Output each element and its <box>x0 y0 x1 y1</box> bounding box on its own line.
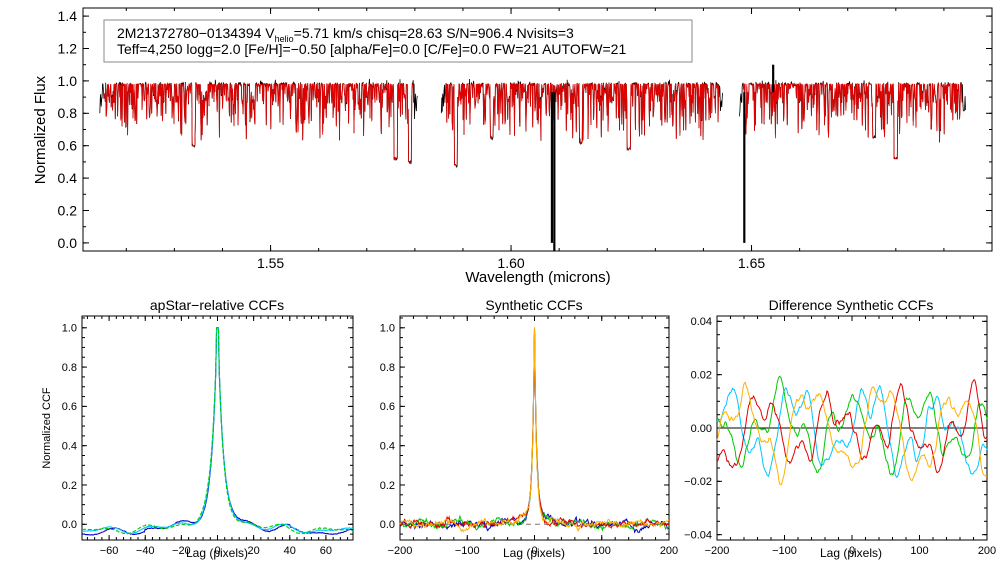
x-tick-label: 1.60 <box>497 255 524 271</box>
diff-ccf-title: Difference Synthetic CCFs <box>769 297 934 313</box>
apstar-ccf-lines <box>81 327 354 536</box>
x-tick-label: 40 <box>284 545 296 557</box>
synthetic-ccf-ticks: −200 −100 0 100 200 0.0 0.2 0.4 0.6 0.8 1.0 <box>380 316 678 557</box>
spectrum-ticks: 1.55 1.60 1.65 0.0 0.2 0.4 0.6 0.8 1.0 1.2 1.4 <box>58 8 992 271</box>
synthetic-ccf-lines <box>399 327 670 534</box>
synthetic-ccf-panel: −200 −100 0 100 200 0.0 0.2 0.4 0.6 0.8 1.0 Synthe… <box>380 297 678 560</box>
y-tick-label: 1.4 <box>58 8 78 24</box>
y-tick-label: 1.2 <box>58 40 78 56</box>
model-spectrum <box>103 82 963 166</box>
x-tick-label: 60 <box>320 545 332 557</box>
diff-ccf-line <box>716 381 988 486</box>
x-tick-label: 100 <box>910 545 928 557</box>
diff-ccf-panel: −200 −100 0 100 200 −0.04 −0.02 0.00 0.02 0.04 Di… <box>684 297 996 560</box>
x-tick-label: −60 <box>100 545 119 557</box>
y-tick-label: 0.8 <box>58 105 78 121</box>
x-tick-label: 0 <box>214 545 220 557</box>
y-tick-label: −0.02 <box>684 476 712 488</box>
x-tick-label: 20 <box>248 545 260 557</box>
annotation-line-2: Teff=4,250 logg=2.0 [Fe/H]=−0.50 [alpha/… <box>117 41 626 57</box>
x-tick-label: 100 <box>593 545 611 557</box>
x-tick-label: −100 <box>772 545 797 557</box>
y-tick-label: 0.4 <box>58 170 78 186</box>
synthetic-ccf-line <box>399 327 670 533</box>
apstar-ccf-panel: −60 −40 −20 0 20 40 60 0.0 0.2 0.4 0.6 0.8 1.0 apSta… <box>41 297 354 560</box>
x-tick-label: 1.65 <box>738 255 765 271</box>
apstar-ccf-ylabel: Normalized CCF <box>41 387 53 469</box>
y-tick-label: 0.2 <box>58 202 78 218</box>
model-chip <box>742 82 963 160</box>
annotation-box <box>103 19 693 63</box>
x-tick-label: −100 <box>455 545 480 557</box>
synthetic-ccf-title: Synthetic CCFs <box>485 297 582 313</box>
apstar-ccf-title: apStar−relative CCFs <box>150 297 284 313</box>
spectrum-xlabel: Wavelength (microns) <box>465 269 610 286</box>
diff-ccf-xlabel: Lag (pixels) <box>820 546 882 560</box>
y-tick-label: 0.8 <box>62 362 77 374</box>
y-tick-label: 1.0 <box>62 323 77 335</box>
y-tick-label: 1.0 <box>58 73 78 89</box>
y-tick-label: 0.6 <box>58 138 78 154</box>
apstar-ccf-line <box>81 327 354 535</box>
y-tick-label: 0.6 <box>380 401 395 413</box>
apstar-ccf-line <box>82 327 354 535</box>
apstar-ccf-frame <box>81 315 354 541</box>
y-tick-label: 0.2 <box>62 480 77 492</box>
apstar-ccf-xlabel: Lag (pixels) <box>186 546 248 560</box>
model-chip <box>103 82 414 163</box>
diff-ccf-line <box>716 384 988 478</box>
y-tick-label: 0.00 <box>691 423 712 435</box>
y-tick-label: 0.02 <box>691 370 712 382</box>
annotation-line-1: 2M21372780−0134394 Vhelio=5.71 km/s chis… <box>117 25 574 44</box>
x-tick-label: 0 <box>849 545 855 557</box>
x-tick-label: −20 <box>172 545 191 557</box>
spectrum-ylabel: Normalized Flux <box>32 75 49 184</box>
apstar-ccf-ticks: −60 −40 −20 0 20 40 60 0.0 0.2 0.4 0.6 0.8 1.0 <box>62 316 353 557</box>
y-tick-label: 0.2 <box>380 480 395 492</box>
apstar-ccf-line <box>81 327 354 536</box>
y-tick-label: 1.0 <box>380 323 395 335</box>
x-tick-label: 200 <box>660 545 678 557</box>
x-tick-label: 1.55 <box>257 255 284 271</box>
y-tick-label: 0.0 <box>62 519 77 531</box>
spectrum-spikes <box>550 64 775 251</box>
y-tick-label: 0.0 <box>58 235 78 251</box>
y-tick-label: 0.4 <box>380 441 395 453</box>
y-tick-label: 0.6 <box>62 401 77 413</box>
y-tick-label: −0.04 <box>684 530 712 542</box>
x-tick-label: −40 <box>136 545 155 557</box>
y-tick-label: 0.4 <box>62 441 77 453</box>
y-tick-label: 0.0 <box>380 519 395 531</box>
diff-ccf-lines <box>716 375 988 486</box>
x-tick-label: 200 <box>978 545 996 557</box>
y-tick-label: 0.04 <box>691 316 712 328</box>
x-tick-label: 0 <box>531 545 537 557</box>
x-tick-label: −200 <box>705 545 730 557</box>
diff-ccf-ticks: −200 −100 0 100 200 −0.04 −0.02 0.00 0.02 0.04 <box>684 316 996 557</box>
diff-ccf-line <box>716 375 988 476</box>
diff-ccf-line <box>716 378 988 474</box>
spectrum-panel: 1.55 1.60 1.65 0.0 0.2 0.4 0.6 0.8 1.0 1.2 1.4 2M2… <box>32 7 993 286</box>
x-tick-label: −200 <box>388 545 413 557</box>
synthetic-ccf-xlabel: Lag (pixels) <box>503 546 565 560</box>
y-tick-label: 0.8 <box>380 362 395 374</box>
model-chip <box>444 83 720 166</box>
